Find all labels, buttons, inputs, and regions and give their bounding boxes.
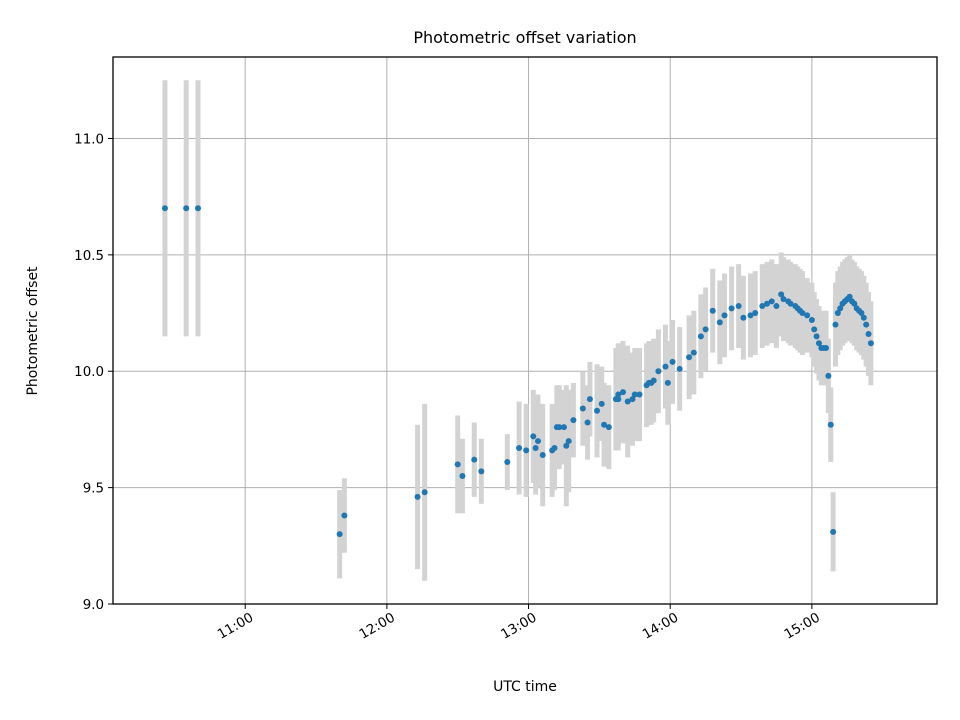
data-point <box>721 312 728 319</box>
data-point <box>539 452 546 459</box>
chart-title: Photometric offset variation <box>413 28 636 47</box>
data-point <box>560 424 567 431</box>
data-point <box>516 445 523 452</box>
data-point <box>586 396 593 403</box>
data-point <box>615 396 622 403</box>
data-point <box>837 305 844 312</box>
data-point <box>832 321 839 328</box>
data-point <box>414 493 421 500</box>
data-point <box>813 333 820 340</box>
data-point <box>183 205 190 212</box>
data-point <box>735 303 742 310</box>
data-point <box>846 293 853 300</box>
data-point <box>858 310 865 317</box>
data-point <box>530 433 537 440</box>
data-point <box>598 400 605 407</box>
data-point <box>716 319 723 326</box>
data-point <box>747 312 754 319</box>
data-point <box>161 205 168 212</box>
data-point <box>570 417 577 424</box>
data-point <box>799 310 806 317</box>
data-point <box>624 398 631 405</box>
data-point <box>601 421 608 428</box>
data-point <box>605 424 612 431</box>
data-point <box>804 312 811 319</box>
data-point <box>584 419 591 426</box>
data-point <box>454 461 461 468</box>
y-axis-label: Photometric offset <box>25 266 41 396</box>
data-point <box>773 303 780 310</box>
data-point <box>421 489 428 496</box>
data-point <box>764 300 771 307</box>
data-point <box>867 340 874 347</box>
data-point <box>478 468 485 475</box>
data-point <box>669 358 676 365</box>
data-point <box>860 314 867 321</box>
data-point <box>615 391 622 398</box>
data-point <box>787 300 794 307</box>
data-point <box>556 424 563 431</box>
data-point <box>662 363 669 370</box>
data-point <box>834 310 841 317</box>
data-point <box>655 368 662 375</box>
plot-frame <box>112 56 938 605</box>
data-point <box>579 405 586 412</box>
data-point <box>563 442 570 449</box>
data-point <box>534 438 541 445</box>
data-point <box>780 296 787 303</box>
data-point <box>728 305 735 312</box>
data-point <box>823 344 830 351</box>
data-point <box>341 512 348 519</box>
data-point <box>504 459 511 466</box>
data-point <box>778 291 785 298</box>
data-point <box>629 396 636 403</box>
data-point <box>650 377 657 384</box>
data-point <box>664 379 671 386</box>
x-axis-label: UTC time <box>493 679 557 695</box>
data-point <box>523 447 530 454</box>
data-point <box>336 531 343 538</box>
data-point <box>471 456 478 463</box>
data-point <box>676 365 683 372</box>
data-point <box>594 407 601 414</box>
data-point <box>827 421 834 428</box>
data-point <box>815 340 822 347</box>
data-point <box>636 391 643 398</box>
data-point <box>565 438 572 445</box>
data-point <box>686 354 693 361</box>
y-tick-label: 11.0 <box>74 132 104 147</box>
data-point <box>631 391 638 398</box>
data-point <box>690 349 697 356</box>
data-point <box>808 317 815 324</box>
y-tick-label: 10.5 <box>74 249 104 264</box>
data-point <box>709 307 716 314</box>
data-point <box>619 389 626 396</box>
data-point <box>532 445 539 452</box>
data-point <box>863 321 870 328</box>
y-axis: 9.0 9.5 10.0 10.5 11.0 <box>74 132 113 613</box>
y-tick-label: 9.0 <box>83 598 104 613</box>
data-point <box>551 445 558 452</box>
data-point <box>697 333 704 340</box>
data-point <box>740 314 747 321</box>
y-tick-label: 9.5 <box>83 482 104 497</box>
data-point <box>752 310 759 317</box>
data-point <box>702 326 709 333</box>
data-point <box>851 300 858 307</box>
data-point <box>811 326 818 333</box>
data-point <box>830 528 837 535</box>
data-point <box>759 303 766 310</box>
data-point <box>768 298 775 305</box>
data-point <box>865 330 872 337</box>
data-point <box>825 372 832 379</box>
data-point <box>194 205 201 212</box>
y-tick-label: 10.0 <box>74 365 104 380</box>
data-points <box>161 205 874 538</box>
data-point <box>459 472 466 479</box>
